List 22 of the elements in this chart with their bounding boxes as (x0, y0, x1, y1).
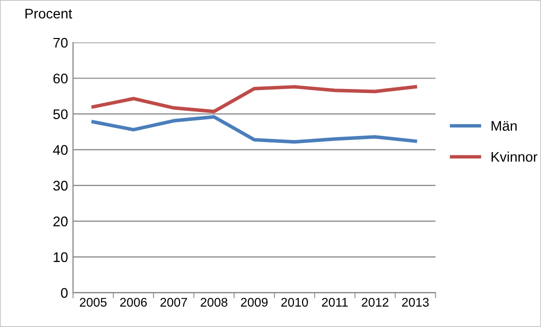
line-series (91, 115, 418, 144)
y-tick-label: 20 (53, 216, 68, 226)
x-tick-label: 2007 (160, 298, 187, 307)
y-tick-label: 50 (53, 109, 68, 120)
y-tick-label: 60 (53, 74, 68, 84)
x-tick-label: 2005 (80, 298, 107, 307)
y-tick-label: 0 (60, 288, 68, 298)
legend-label: Män (492, 121, 517, 131)
y-tick-label: 30 (53, 180, 68, 191)
legend-label: Kvinnor (492, 152, 538, 162)
x-tick-label: 2010 (281, 298, 308, 307)
x-tick-label: 2012 (362, 298, 388, 307)
y-axis-title: Procent (25, 8, 72, 19)
line-series (91, 85, 418, 114)
x-tick-label: 2013 (402, 298, 429, 307)
y-tick-label: 70 (53, 38, 68, 48)
x-tick-label: 2008 (200, 298, 228, 307)
x-tick-label: 2006 (120, 298, 147, 307)
x-tick-label: 2011 (322, 298, 348, 307)
y-tick-label: 10 (54, 252, 68, 262)
y-tick-label: 40 (53, 145, 68, 155)
x-tick-label: 2009 (240, 298, 268, 307)
